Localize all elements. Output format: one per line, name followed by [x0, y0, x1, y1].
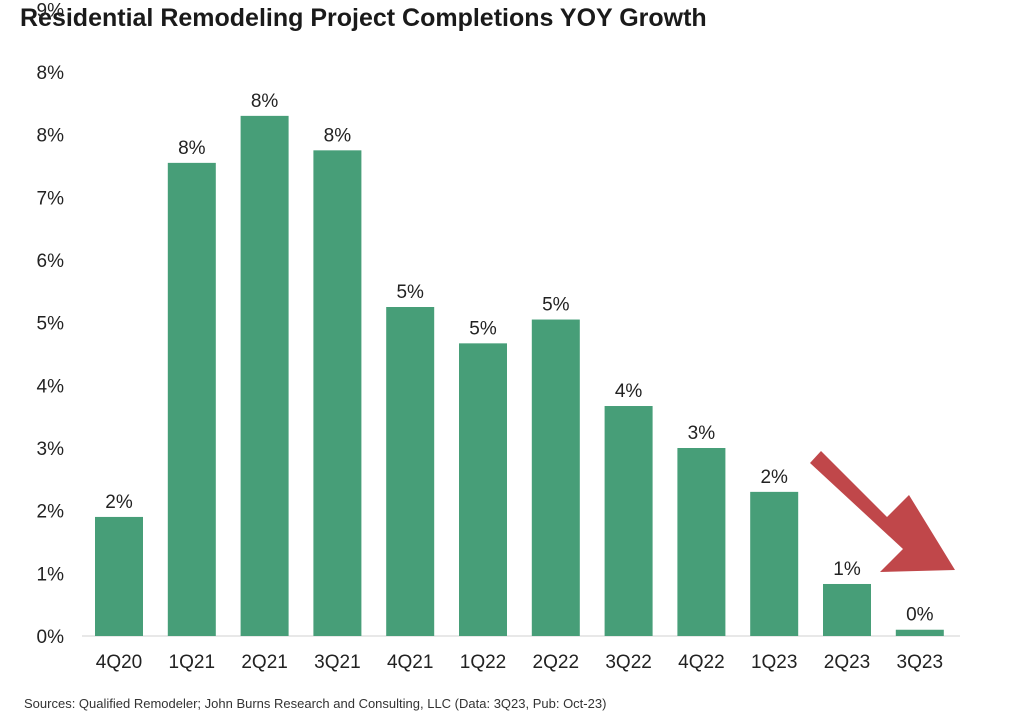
x-tick-label: 3Q23	[897, 652, 943, 673]
bar	[459, 343, 507, 636]
x-tick-label: 3Q21	[314, 652, 360, 673]
bar	[531, 319, 580, 636]
x-tick-label: 2Q21	[241, 652, 287, 673]
y-tick-label: 4%	[37, 376, 65, 397]
bar-data-label: 8%	[324, 125, 352, 146]
bar-data-label: 5%	[396, 282, 424, 303]
y-tick-label: 2%	[37, 502, 65, 523]
y-tick-label: 8%	[37, 63, 65, 84]
bar-data-label: 2%	[760, 467, 788, 488]
x-tick-label: 4Q20	[96, 652, 142, 673]
y-tick-label: 7%	[37, 188, 65, 209]
chart-title: Residential Remodeling Project Completio…	[20, 4, 707, 32]
source-footnote: Sources: Qualified Remodeler; John Burns…	[24, 696, 607, 711]
arrow-icon	[810, 451, 955, 572]
y-tick-label: 5%	[37, 314, 65, 335]
y-axis: 0% 1% 2% 3% 4% 5% 6% 7% 8% 8% 9%	[37, 0, 65, 648]
x-tick-label: 3Q22	[605, 652, 651, 673]
y-tick-label: 1%	[37, 564, 65, 585]
x-tick-label: 1Q21	[169, 652, 215, 673]
y-tick-label: 6%	[37, 251, 65, 272]
bar-data-label: 2%	[105, 492, 133, 513]
x-tick-label: 1Q23	[751, 652, 797, 673]
trend-arrow	[810, 451, 955, 572]
bar	[240, 115, 289, 636]
y-tick-label: 8%	[37, 126, 65, 147]
x-tick-label: 1Q22	[460, 652, 506, 673]
y-tick-label: 0%	[37, 627, 65, 648]
bar-data-label: 3%	[688, 423, 716, 444]
bar-data-label: 0%	[906, 605, 934, 626]
bar	[604, 406, 653, 636]
bars: 2% 8% 8% 8% 5% 5% 5% 4% 3% 2% 1% 0%	[95, 91, 944, 637]
bar-data-label: 5%	[542, 295, 570, 316]
bar	[677, 448, 726, 636]
bar	[167, 162, 216, 636]
bar-data-label: 5%	[469, 318, 497, 339]
x-axis: 4Q20 1Q21 2Q21 3Q21 4Q21 1Q22 2Q22 3Q22 4Q22 1Q23…	[96, 652, 943, 673]
y-tick-label: 3%	[37, 439, 65, 460]
x-tick-label: 4Q21	[387, 652, 433, 673]
bar	[823, 583, 871, 636]
bar-data-label: 8%	[178, 138, 206, 159]
y-tick-label: 9%	[37, 0, 65, 21]
bar-data-label: 8%	[251, 91, 279, 112]
x-tick-label: 2Q23	[824, 652, 870, 673]
bar	[386, 307, 435, 636]
x-tick-label: 4Q22	[678, 652, 724, 673]
bar-data-label: 1%	[833, 559, 861, 580]
bar	[95, 516, 143, 636]
bar	[895, 629, 944, 636]
bar-data-label: 4%	[615, 381, 643, 402]
bar	[750, 491, 799, 636]
x-tick-label: 2Q22	[533, 652, 579, 673]
bar	[313, 150, 362, 637]
